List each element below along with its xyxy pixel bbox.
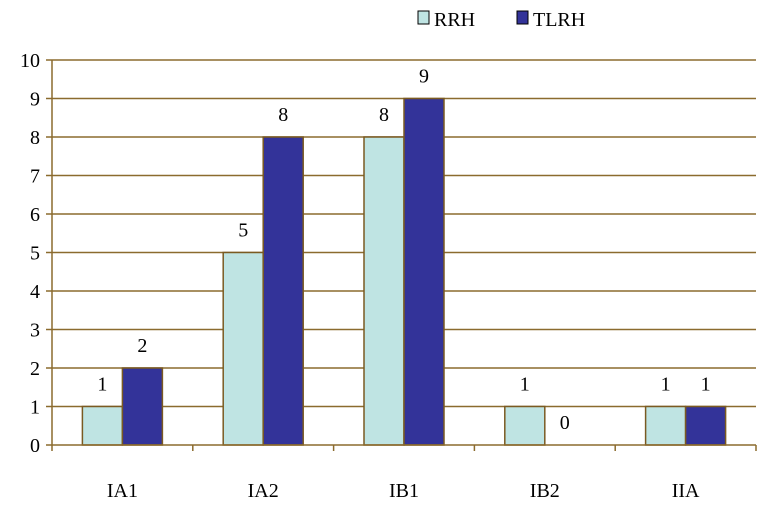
legend-swatch-rrh	[417, 10, 430, 25]
bar-rrh-ib1	[363, 136, 405, 446]
bars	[81, 97, 727, 446]
data-label-tlrh-ib2: 0	[560, 412, 570, 434]
legend-label-rrh: RRH	[434, 9, 475, 31]
y-tick-label-6: 6	[30, 204, 40, 226]
legend-swatch-tlrh	[516, 10, 529, 25]
data-label-rrh-iia: 1	[661, 374, 671, 396]
data-label-rrh-ia2: 5	[238, 220, 248, 242]
data-label-rrh-ib2: 1	[520, 374, 530, 396]
y-tick-label-8: 8	[30, 127, 40, 149]
bar-rrh-ib2	[504, 405, 546, 446]
data-label-rrh-ia1: 1	[97, 374, 107, 396]
bar-rrh-ia2	[222, 251, 264, 446]
y-tick-label-0: 0	[30, 435, 40, 457]
y-tick-label-2: 2	[30, 358, 40, 380]
bar-rrh-ia1	[81, 405, 124, 446]
legend: RRH TLRH	[417, 9, 585, 31]
y-tick-label-9: 9	[30, 89, 40, 111]
y-tick-label-5: 5	[30, 243, 40, 265]
data-label-tlrh-ia2: 8	[278, 104, 288, 126]
x-tick-label-ia1: IA1	[107, 480, 138, 502]
bar-tlrh-ia1	[121, 367, 164, 446]
bar-tlrh-ib1	[403, 97, 445, 446]
x-tick-label-iia: IIA	[672, 480, 700, 502]
x-tick-label-ib2: IB2	[530, 480, 560, 502]
data-label-tlrh-ib1: 9	[419, 66, 429, 88]
data-label-tlrh-ia1: 2	[137, 335, 147, 357]
y-tick-label-4: 4	[30, 281, 40, 303]
bar-tlrh-ia2	[262, 136, 304, 446]
y-tick-label-10: 10	[20, 50, 40, 72]
y-tick-label-3: 3	[30, 320, 40, 342]
bar-rrh-iia	[644, 405, 687, 446]
legend-label-tlrh: TLRH	[533, 9, 585, 31]
data-label-rrh-ib1: 8	[379, 104, 389, 126]
y-tick-label-1: 1	[30, 397, 40, 419]
bar-tlrh-iia	[684, 405, 727, 446]
x-tick-label-ia2: IA2	[248, 480, 279, 502]
data-label-tlrh-iia: 1	[701, 374, 711, 396]
x-tick-label-ib1: IB1	[389, 480, 419, 502]
y-tick-label-7: 7	[30, 166, 40, 188]
